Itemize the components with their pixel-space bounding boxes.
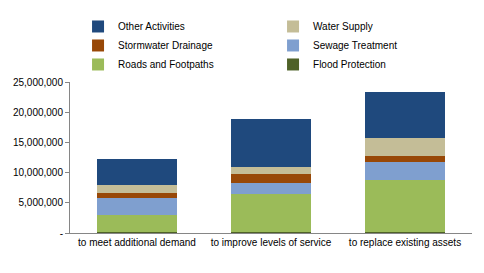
svg-text:to meet additional demand: to meet additional demand bbox=[78, 237, 196, 248]
svg-text:Water Supply: Water Supply bbox=[313, 21, 373, 32]
svg-text:15,000,000: 15,000,000 bbox=[13, 137, 63, 148]
svg-text:Flood Protection: Flood Protection bbox=[313, 59, 386, 70]
svg-text:-: - bbox=[60, 228, 63, 239]
svg-text:to improve levels of service: to improve levels of service bbox=[211, 237, 332, 248]
svg-text:Stormwater Drainage: Stormwater Drainage bbox=[118, 40, 213, 51]
svg-text:25,000,000: 25,000,000 bbox=[13, 77, 63, 88]
svg-text:Sewage Treatment: Sewage Treatment bbox=[313, 40, 397, 51]
svg-text:20,000,000: 20,000,000 bbox=[13, 107, 63, 118]
svg-text:to replace existing assets: to replace existing assets bbox=[349, 237, 461, 248]
svg-text:Roads and Footpaths: Roads and Footpaths bbox=[118, 59, 214, 70]
svg-text:5,000,000: 5,000,000 bbox=[19, 197, 64, 208]
svg-text:10,000,000: 10,000,000 bbox=[13, 167, 63, 178]
svg-text:Other Activities: Other Activities bbox=[118, 21, 185, 32]
